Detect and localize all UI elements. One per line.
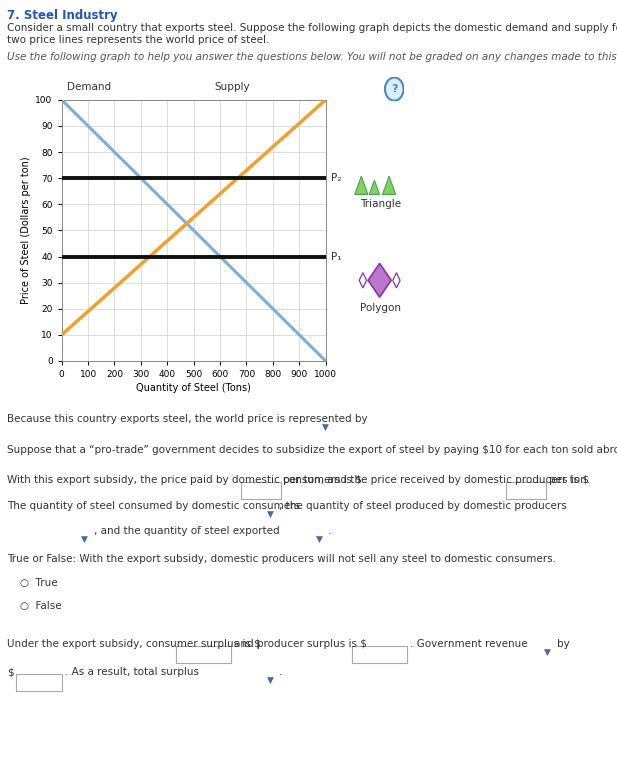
Text: Consider a small country that exports steel. Suppose the following graph depicts: Consider a small country that exports st… [7,23,617,33]
Text: by: by [557,639,569,649]
Text: .: . [328,526,331,536]
Text: The quantity of steel consumed by domestic consumers: The quantity of steel consumed by domest… [7,501,300,511]
Text: per ton.: per ton. [549,475,590,485]
Text: .: . [279,667,282,677]
Polygon shape [368,263,391,297]
Text: , the quantity of steel produced by domestic producers: , the quantity of steel produced by dome… [279,501,566,511]
Text: per ton, and the price received by domestic producers is $: per ton, and the price received by domes… [283,475,589,485]
Polygon shape [383,176,395,194]
Text: Polygon: Polygon [360,303,400,313]
Text: ○  True: ○ True [20,578,57,588]
Y-axis label: Price of Steel (Dollars per ton): Price of Steel (Dollars per ton) [21,157,31,304]
Text: ?: ? [391,84,397,94]
Text: . Government revenue: . Government revenue [410,639,528,649]
Text: Suppose that a “pro-trade” government decides to subsidize the export of steel b: Suppose that a “pro-trade” government de… [7,445,617,455]
Circle shape [385,78,404,101]
Text: ▼: ▼ [267,509,273,518]
Text: With this export subsidy, the price paid by domestic consumers is $: With this export subsidy, the price paid… [7,475,362,485]
Text: P₁: P₁ [331,251,341,262]
Text: ▼: ▼ [81,535,88,544]
Text: True or False: With the export subsidy, domestic producers will not sell any ste: True or False: With the export subsidy, … [7,554,557,564]
Text: ▼: ▼ [267,676,273,685]
Text: $: $ [7,667,14,677]
Text: ▼: ▼ [544,647,551,657]
Text: and producer surplus is $: and producer surplus is $ [234,639,367,649]
Text: . As a result, total surplus: . As a result, total surplus [65,667,199,677]
Text: Under the export subsidy, consumer surplus is $: Under the export subsidy, consumer surpl… [7,639,261,649]
Text: Supply: Supply [215,82,251,92]
Polygon shape [369,180,379,194]
Text: Use the following graph to help you answer the questions below. You will not be : Use the following graph to help you answ… [7,52,617,62]
Text: Demand: Demand [67,82,111,92]
Text: Because this country exports steel, the world price is represented by: Because this country exports steel, the … [7,414,368,424]
Text: .: . [334,414,337,424]
Text: P₂: P₂ [331,173,341,184]
Text: ○  False: ○ False [20,601,61,611]
X-axis label: Quantity of Steel (Tons): Quantity of Steel (Tons) [136,383,251,393]
Text: ▼: ▼ [316,535,323,544]
Text: , and the quantity of steel exported: , and the quantity of steel exported [94,526,280,536]
Text: two price lines represents the world price of steel.: two price lines represents the world pri… [7,35,270,45]
Text: 7. Steel Industry: 7. Steel Industry [7,9,118,22]
Polygon shape [355,176,368,194]
Text: ▼: ▼ [322,422,329,432]
Text: Triangle: Triangle [360,199,400,209]
